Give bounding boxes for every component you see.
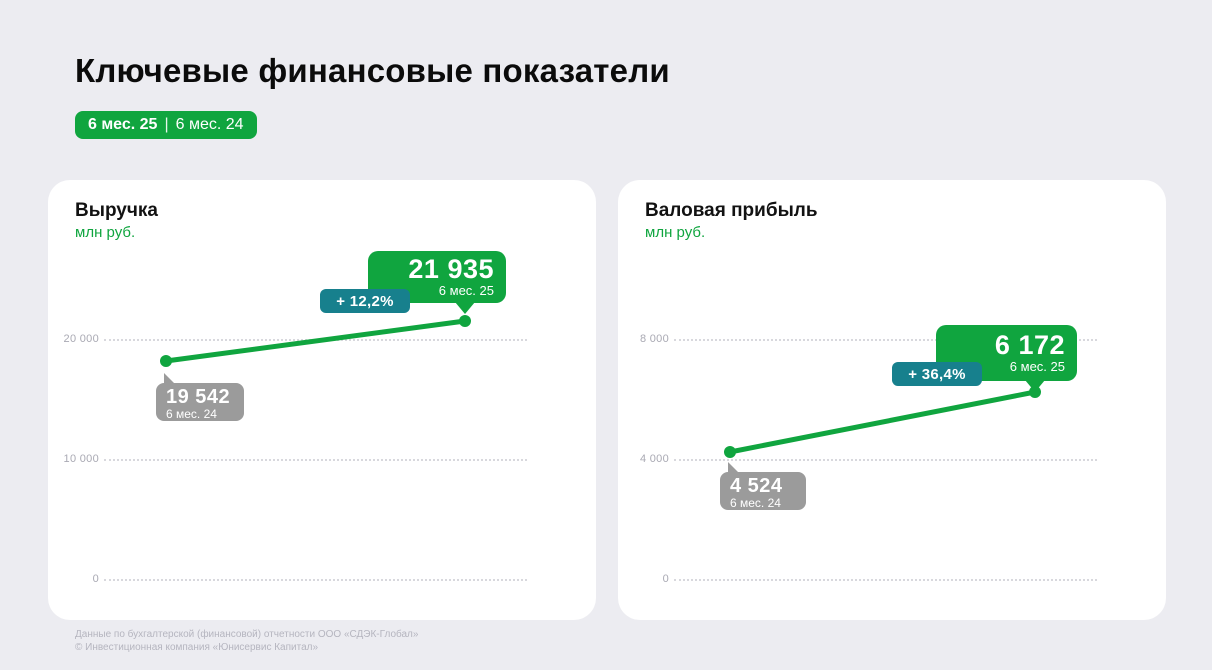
page-title: Ключевые финансовые показатели bbox=[75, 52, 670, 89]
revenue-card: Выручка млн руб. 20 000 10 000 0 19 542 … bbox=[48, 180, 596, 620]
previous-value: 19 542 bbox=[166, 386, 231, 408]
ytick-label: 8 000 bbox=[639, 333, 669, 345]
ytick-label: 0 bbox=[92, 573, 99, 585]
trend-line bbox=[727, 389, 1038, 455]
ytick-label: 4 000 bbox=[639, 453, 669, 465]
source-line: Данные по бухгалтерской (финансовой) отч… bbox=[75, 629, 419, 640]
chart-unit-label: млн руб. bbox=[75, 224, 136, 241]
gridline-0: 0 bbox=[663, 573, 1097, 585]
gridline-8000: 8 000 bbox=[640, 333, 1097, 345]
previous-period-label: 6 мес. 24 bbox=[730, 496, 781, 510]
ytick-label: 10 000 bbox=[63, 453, 99, 465]
change-percent-badge: + 36,4% bbox=[892, 362, 982, 386]
previous-period-label: 6 мес. 24 bbox=[166, 407, 217, 421]
current-value: 21 935 bbox=[408, 254, 494, 284]
previous-value-callout: 4 524 6 мес. 24 bbox=[720, 462, 806, 510]
chart-title: Валовая прибыль bbox=[645, 200, 818, 221]
callout-tail-icon bbox=[1025, 380, 1045, 392]
current-value-callout: 6 172 6 мес. 25 bbox=[936, 325, 1077, 392]
previous-value: 4 524 bbox=[730, 475, 783, 497]
chart-unit-label: млн руб. bbox=[645, 224, 706, 241]
gridline-0: 0 bbox=[93, 573, 527, 585]
data-point-2025 bbox=[459, 315, 471, 327]
data-point-2024 bbox=[724, 446, 736, 458]
callout-tail-icon bbox=[728, 462, 739, 473]
period-separator: | bbox=[164, 116, 169, 133]
period-previous-label: 6 мес. 24 bbox=[175, 116, 244, 133]
period-legend-badge: 6 мес. 25 | 6 мес. 24 bbox=[75, 111, 257, 139]
copyright-line: © Инвестиционная компания «Юнисервис Кап… bbox=[75, 642, 319, 653]
callout-tail-icon bbox=[164, 373, 175, 384]
period-current-label: 6 мес. 25 bbox=[88, 116, 158, 133]
current-period-label: 6 мес. 25 bbox=[438, 283, 494, 298]
source-footnote: Данные по бухгалтерской (финансовой) отч… bbox=[75, 628, 418, 654]
current-period-label: 6 мес. 25 bbox=[1009, 359, 1065, 374]
gridline-4000: 4 000 bbox=[640, 453, 1097, 465]
gross-profit-trend-plot bbox=[724, 386, 1041, 458]
ytick-label: 20 000 bbox=[63, 333, 99, 345]
data-point-2024 bbox=[160, 355, 172, 367]
trend-line bbox=[163, 318, 468, 364]
chart-title: Выручка bbox=[75, 200, 158, 221]
change-percent-badge: + 12,2% bbox=[320, 289, 410, 313]
previous-value-callout: 19 542 6 мес. 24 bbox=[156, 373, 244, 421]
gridline-10000: 10 000 bbox=[64, 453, 527, 465]
gross-profit-card: Валовая прибыль млн руб. 8 000 4 000 0 4… bbox=[618, 180, 1166, 620]
current-value: 6 172 bbox=[994, 330, 1065, 360]
ytick-label: 0 bbox=[662, 573, 669, 585]
revenue-trend-plot bbox=[160, 315, 471, 367]
callout-tail-icon bbox=[455, 302, 475, 314]
